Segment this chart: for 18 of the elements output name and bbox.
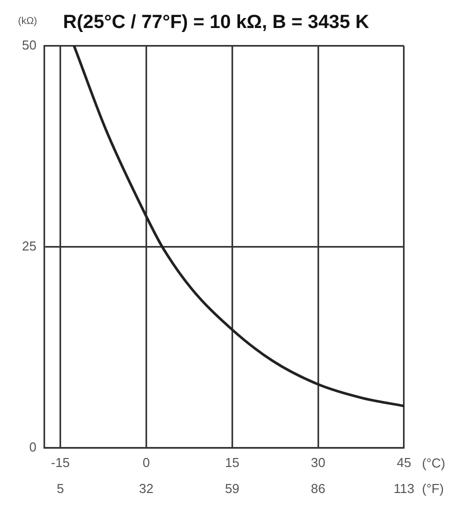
x-tick-label: -15 (50, 455, 70, 470)
chart-title: R(25°C / 77°F) = 10 kΩ, B = 3435 K (63, 12, 370, 34)
x2-tick-label: 5 (56, 480, 64, 496)
x2-axis-title: (°F) (422, 480, 444, 496)
x-tick-label: 45 (396, 455, 412, 470)
x2-tick-label: 32 (139, 480, 154, 496)
x-tick-label: 15 (224, 455, 240, 470)
x-axis-title: (°C) (422, 455, 446, 470)
y-axis-title: (kΩ) (18, 16, 38, 27)
y-tick-label: 0 (29, 439, 36, 454)
x2-tick-label: 86 (310, 480, 326, 496)
y-tick-label: 50 (22, 38, 36, 53)
y-tick-label: 25 (22, 238, 36, 254)
x2-tick-label: 59 (224, 480, 240, 496)
x2-tick-label: 113 (394, 480, 414, 496)
x-tick-label: 0 (142, 455, 150, 470)
x-tick-label: 30 (310, 455, 326, 470)
line-series (72, 46, 404, 408)
